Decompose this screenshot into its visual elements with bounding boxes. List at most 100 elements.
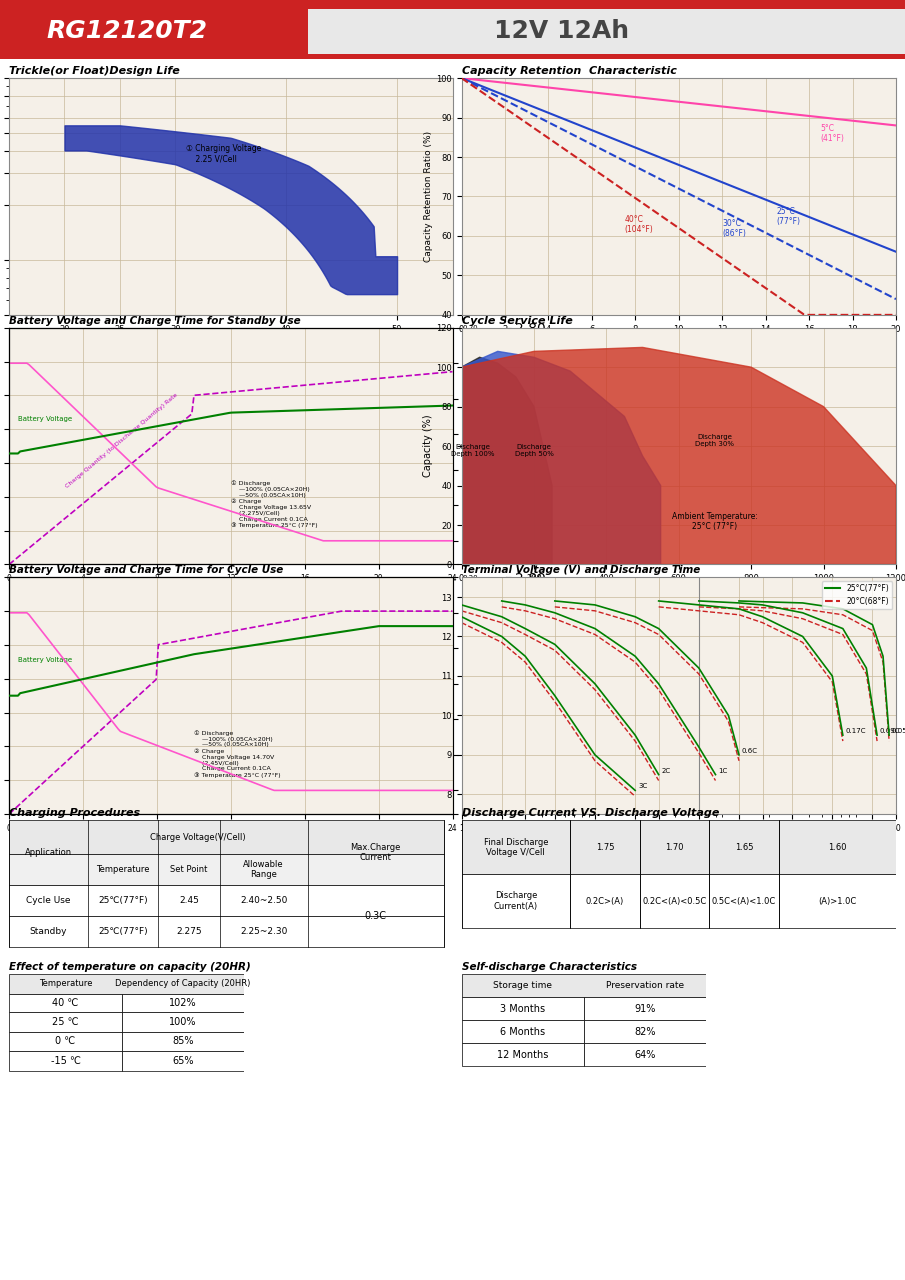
Text: 3C: 3C — [638, 783, 647, 790]
Text: Discharge
Current(A): Discharge Current(A) — [494, 891, 538, 911]
Text: Terminal Voltage (V) and Discharge Time: Terminal Voltage (V) and Discharge Time — [462, 564, 700, 575]
Text: Hr: Hr — [783, 826, 792, 835]
Bar — [122, 1051, 244, 1071]
Bar — [9, 993, 122, 1012]
Text: 0.2C<(A)<0.5C: 0.2C<(A)<0.5C — [643, 896, 707, 906]
Bar — [570, 820, 640, 874]
Bar — [9, 1051, 122, 1071]
Text: ① Discharge
    —100% (0.05CA×20H)
    —50% (0.05CA×10H)
② Charge
    Charge Vol: ① Discharge —100% (0.05CA×20H) —50% (0.0… — [194, 731, 281, 778]
Polygon shape — [462, 357, 552, 564]
Bar — [122, 1032, 244, 1051]
FancyBboxPatch shape — [0, 0, 905, 9]
Text: 64%: 64% — [634, 1050, 655, 1060]
Bar — [462, 974, 706, 997]
Text: Charging Procedures: Charging Procedures — [9, 808, 140, 818]
Text: 0.17C: 0.17C — [845, 728, 866, 735]
Text: Self-discharge Characteristics: Self-discharge Characteristics — [462, 961, 636, 972]
Text: Preservation rate: Preservation rate — [605, 980, 684, 991]
Text: 0.5C<(A)<1.0C: 0.5C<(A)<1.0C — [712, 896, 776, 906]
Text: 0.05C: 0.05C — [892, 728, 905, 735]
X-axis label: Charge Time (H): Charge Time (H) — [191, 586, 271, 596]
Text: 0 ℃: 0 ℃ — [55, 1037, 76, 1047]
Text: 100%: 100% — [169, 1016, 197, 1027]
X-axis label: Storage Period (Month): Storage Period (Month) — [623, 337, 735, 347]
FancyBboxPatch shape — [253, 0, 905, 59]
Bar — [9, 974, 244, 993]
Text: 5°C
(41°F): 5°C (41°F) — [820, 124, 843, 143]
X-axis label: Charge Time (H): Charge Time (H) — [191, 836, 271, 846]
Text: 25℃(77°F): 25℃(77°F) — [99, 896, 148, 905]
Bar — [462, 874, 570, 928]
Text: Allowable
Range: Allowable Range — [243, 860, 284, 879]
Text: 102%: 102% — [169, 998, 197, 1007]
Bar — [122, 1012, 244, 1032]
Bar — [778, 820, 896, 874]
Text: Cycle Service Life: Cycle Service Life — [462, 315, 572, 325]
Bar — [462, 1043, 584, 1066]
Text: Max.Charge
Current: Max.Charge Current — [350, 844, 401, 863]
Polygon shape — [462, 352, 661, 564]
Y-axis label: Charge Current (CA): Charge Current (CA) — [480, 657, 489, 735]
Polygon shape — [253, 0, 308, 59]
Y-axis label: Charge Current (CA): Charge Current (CA) — [480, 407, 489, 485]
Y-axis label: Battery Voltage (V)/Per Cell: Battery Voltage (V)/Per Cell — [548, 393, 557, 499]
Text: Charge Quantity (to Discharge Quantity) Rate: Charge Quantity (to Discharge Quantity) … — [64, 393, 178, 489]
Bar — [640, 874, 710, 928]
Text: 1C: 1C — [719, 768, 728, 773]
Text: Standby: Standby — [30, 927, 67, 936]
Text: Discharge
Depth 100%: Discharge Depth 100% — [451, 444, 494, 457]
Text: Discharge
Depth 50%: Discharge Depth 50% — [515, 444, 553, 457]
Bar — [462, 997, 584, 1020]
Bar — [710, 874, 778, 928]
Text: 25 ℃: 25 ℃ — [52, 1016, 79, 1027]
Bar — [584, 1020, 706, 1043]
Text: 91%: 91% — [634, 1004, 655, 1014]
Legend: 25°C(77°F), 20°C(68°F): 25°C(77°F), 20°C(68°F) — [822, 581, 892, 609]
Text: Set Point: Set Point — [170, 865, 207, 874]
Text: 0.6C: 0.6C — [742, 748, 757, 754]
Text: 0.09C: 0.09C — [880, 728, 900, 735]
Text: Storage time: Storage time — [493, 980, 552, 991]
Text: 0.2C>(A): 0.2C>(A) — [586, 896, 624, 906]
Text: Cycle Use: Cycle Use — [26, 896, 71, 905]
Bar — [778, 874, 896, 928]
Text: ① Charging Voltage
    2.25 V/Cell: ① Charging Voltage 2.25 V/Cell — [186, 143, 262, 163]
Text: 82%: 82% — [634, 1027, 655, 1037]
Bar — [710, 820, 778, 874]
Text: 12 Months: 12 Months — [497, 1050, 548, 1060]
Bar — [9, 1032, 122, 1051]
Text: Battery Voltage and Charge Time for Standby Use: Battery Voltage and Charge Time for Stan… — [9, 315, 300, 325]
Text: Application: Application — [25, 849, 72, 858]
Text: Min: Min — [636, 826, 652, 835]
Polygon shape — [462, 347, 896, 564]
Bar — [122, 993, 244, 1012]
Text: 85%: 85% — [173, 1037, 194, 1047]
Text: 1.60: 1.60 — [828, 842, 846, 852]
Text: 2.45: 2.45 — [179, 896, 199, 905]
Text: Battery Voltage and Charge Time for Cycle Use: Battery Voltage and Charge Time for Cycl… — [9, 564, 283, 575]
Text: 0.3C: 0.3C — [365, 911, 386, 920]
Text: Battery Voltage: Battery Voltage — [18, 657, 72, 663]
Text: 2C: 2C — [662, 768, 671, 773]
Text: (A)>1.0C: (A)>1.0C — [818, 896, 856, 906]
Text: Final Discharge
Voltage V/Cell: Final Discharge Voltage V/Cell — [483, 837, 548, 858]
Text: 6 Months: 6 Months — [500, 1027, 545, 1037]
Text: 65%: 65% — [173, 1056, 194, 1066]
Text: 1.65: 1.65 — [735, 842, 753, 852]
Text: 2.40~2.50: 2.40~2.50 — [240, 896, 287, 905]
Text: 12V 12Ah: 12V 12Ah — [493, 19, 629, 42]
Bar — [9, 854, 443, 884]
Text: Ambient Temperature:
25°C (77°F): Ambient Temperature: 25°C (77°F) — [672, 512, 757, 531]
Text: Capacity Retention  Characteristic: Capacity Retention Characteristic — [462, 65, 676, 76]
Text: 25℃(77°F): 25℃(77°F) — [99, 927, 148, 936]
Text: 40°C
(104°F): 40°C (104°F) — [624, 215, 653, 234]
Text: Discharge
Depth 30%: Discharge Depth 30% — [695, 434, 735, 447]
Text: RG12120T2: RG12120T2 — [46, 19, 207, 42]
FancyBboxPatch shape — [0, 54, 905, 59]
Text: Temperature: Temperature — [97, 865, 150, 874]
Text: 2.25~2.30: 2.25~2.30 — [240, 927, 287, 936]
X-axis label: Discharge Time (Min): Discharge Time (Min) — [626, 844, 731, 854]
Text: 1.75: 1.75 — [595, 842, 614, 852]
Text: Dependency of Capacity (20HR): Dependency of Capacity (20HR) — [116, 979, 251, 988]
Text: Charge Voltage(V/Cell): Charge Voltage(V/Cell) — [150, 833, 245, 842]
